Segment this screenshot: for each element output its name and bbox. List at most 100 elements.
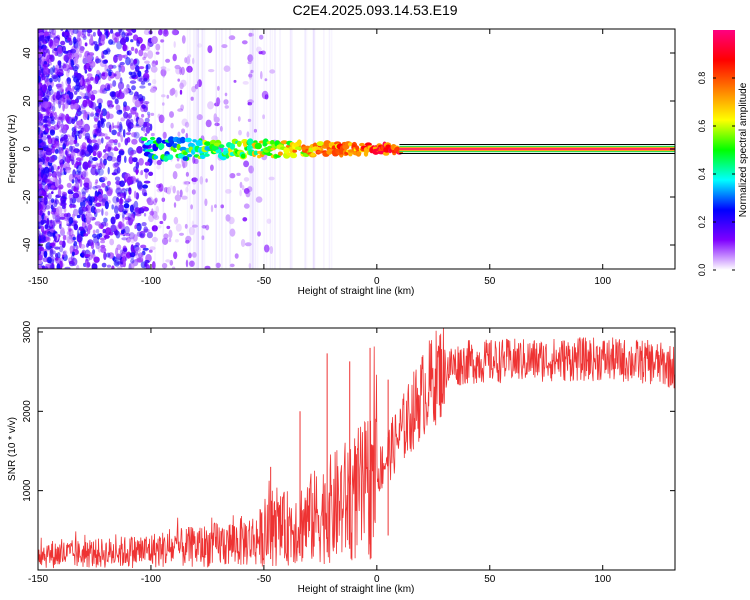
noise-speckle <box>40 225 45 233</box>
noise-speckle <box>84 164 88 172</box>
noise-speckle <box>107 146 112 152</box>
noise-speckle <box>59 216 66 220</box>
ridge-blob <box>156 137 162 144</box>
ridge-blob <box>266 152 273 156</box>
noise-speckle <box>188 252 192 259</box>
ridge-blob <box>280 140 288 145</box>
ridge-blob <box>149 136 156 141</box>
noise-speckle <box>47 256 52 264</box>
noise-speckle <box>166 225 171 230</box>
noise-speckle <box>269 246 274 254</box>
noise-speckle <box>106 84 111 90</box>
noise-speckle <box>125 132 132 136</box>
noise-speckle <box>100 110 104 115</box>
noise-speckle <box>38 75 41 83</box>
noise-speckle <box>124 257 128 261</box>
noise-speckle <box>56 263 60 269</box>
noise-speckle <box>136 209 141 213</box>
noise-speckle <box>148 249 153 253</box>
noise-speckle <box>190 204 194 210</box>
noise-speckle <box>185 259 189 268</box>
noise-speckle <box>38 150 44 158</box>
noise-speckle <box>98 233 103 238</box>
noise-speckle <box>91 263 98 269</box>
noise-speckle <box>64 266 71 269</box>
noise-speckle <box>151 261 156 269</box>
noise-speckle <box>46 78 51 87</box>
noise-speckle <box>68 228 74 237</box>
noise-speckle <box>236 172 241 176</box>
noise-speckle <box>74 176 78 184</box>
noise-speckle <box>124 138 129 146</box>
noise-speckle <box>113 146 118 151</box>
noise-speckle <box>56 213 61 219</box>
noise-speckle <box>100 34 106 42</box>
noise-speckle <box>118 121 123 131</box>
noise-speckle <box>104 49 111 53</box>
noise-speckle <box>114 176 121 182</box>
noise-speckle <box>82 161 89 170</box>
noise-speckle <box>62 234 67 241</box>
noise-speckle <box>172 53 177 62</box>
noise-speckle <box>146 231 153 239</box>
noise-speckle <box>83 254 91 257</box>
y-tick-label: 3000 <box>22 320 33 343</box>
noise-speckle <box>238 129 242 136</box>
noise-speckle <box>41 73 46 81</box>
noise-speckle <box>48 111 55 117</box>
noise-speckle <box>108 71 112 77</box>
noise-speckle <box>44 204 51 210</box>
noise-speckle <box>95 202 102 207</box>
noise-speckle <box>94 221 102 226</box>
noise-speckle <box>149 246 156 251</box>
noise-speckle <box>181 128 186 134</box>
noise-streak <box>251 29 253 269</box>
noise-speckle <box>79 91 83 96</box>
noise-speckle <box>152 78 157 85</box>
noise-speckle <box>71 118 76 125</box>
noise-speckle <box>143 106 148 113</box>
noise-speckle <box>66 95 70 99</box>
colorbar-tick-label: 0.8 <box>697 72 707 85</box>
noise-speckle <box>224 92 228 97</box>
noise-speckle <box>62 138 68 148</box>
noise-speckle <box>68 140 75 145</box>
snr-line <box>38 328 675 569</box>
noise-speckle <box>38 29 43 32</box>
noise-speckle <box>161 262 168 269</box>
noise-speckle <box>101 198 107 203</box>
noise-speckle <box>220 125 223 132</box>
noise-streak <box>254 29 257 269</box>
ridge-blob <box>328 142 335 147</box>
noise-speckle <box>39 142 47 147</box>
ridge-blob <box>184 137 192 143</box>
noise-speckle <box>65 217 70 222</box>
noise-speckle <box>67 189 73 194</box>
noise-speckle <box>264 94 269 100</box>
ridge-blob <box>140 137 148 142</box>
noise-speckle <box>207 45 213 54</box>
noise-speckle <box>104 185 109 192</box>
noise-speckle <box>107 166 110 175</box>
noise-speckle <box>180 104 185 111</box>
noise-speckle <box>147 50 154 59</box>
noise-speckle <box>116 197 120 203</box>
noise-speckle <box>160 39 165 43</box>
noise-speckle <box>207 101 214 110</box>
noise-speckle <box>76 164 82 173</box>
noise-speckle <box>268 176 275 181</box>
noise-speckle <box>54 111 57 121</box>
noise-speckle <box>110 29 114 34</box>
noise-speckle <box>94 43 99 52</box>
noise-speckle <box>111 129 117 136</box>
noise-speckle <box>97 246 102 253</box>
noise-speckle <box>106 180 111 186</box>
noise-speckle <box>130 71 137 79</box>
noise-speckle <box>122 129 126 138</box>
noise-speckle <box>263 244 270 253</box>
ridge-blob <box>195 139 204 147</box>
noise-speckle <box>179 232 184 236</box>
noise-speckle <box>99 88 106 94</box>
noise-speckle <box>190 96 194 101</box>
noise-speckle <box>74 84 81 91</box>
